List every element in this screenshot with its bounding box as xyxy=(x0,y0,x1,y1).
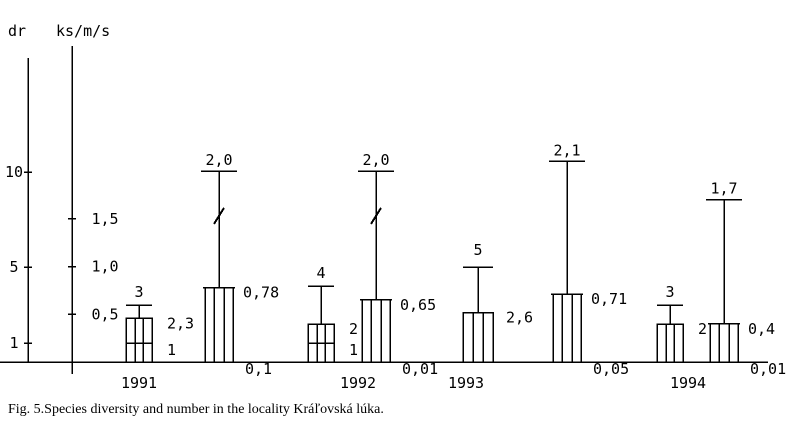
density-mean-label: 0,78 xyxy=(243,284,279,302)
diversity-mean-bar xyxy=(656,323,684,363)
density-mean-bar xyxy=(709,323,739,363)
left-axis-title: dr xyxy=(8,22,26,40)
figure-caption: Fig. 5.Species diversity and number in t… xyxy=(8,402,384,417)
year-label: 1992 xyxy=(340,374,376,392)
right-axis-title: ks/m/s xyxy=(56,22,110,40)
year-label: 1993 xyxy=(448,374,484,392)
density-min-label: 0,1 xyxy=(245,360,272,378)
density-max-label: 2,0 xyxy=(205,151,232,169)
right-tick-label: 0,5 xyxy=(91,305,118,323)
diversity-mean-label: 2,6 xyxy=(506,309,533,327)
density-mean-label: 0,65 xyxy=(400,296,436,314)
year-label: 1994 xyxy=(670,374,706,392)
density-mean-label: 0,71 xyxy=(591,290,627,308)
density-mean-bar xyxy=(361,299,391,363)
chart-canvas: dr ks/m/s 1 5 10 0,5 1,0 1,5 3 2,3 1 2,0 0,78 0,1 4 2 1 2… xyxy=(0,22,786,392)
right-tick-label: 1,0 xyxy=(91,258,118,276)
density-mean-bar xyxy=(204,286,234,363)
left-tick-label: 5 xyxy=(9,258,18,276)
diversity-mean-label: 2 xyxy=(349,320,358,338)
density-max-label: 2,1 xyxy=(553,141,580,159)
labels-layer: dr ks/m/s 1 5 10 0,5 1,0 1,5 3 2,3 1 2,0 0,78 0,1 4 2 1 2… xyxy=(5,22,786,392)
marks-layer xyxy=(125,160,742,363)
left-tick-label: 10 xyxy=(5,163,23,181)
density-mean-label: 0,4 xyxy=(748,320,775,338)
axis-break-mark xyxy=(213,207,225,225)
density-mean-bar xyxy=(552,293,582,363)
density-max-label: 2,0 xyxy=(362,151,389,169)
right-tick-label: 1,5 xyxy=(91,210,118,228)
diversity-mean-label: 2 xyxy=(698,320,707,338)
diversity-min-label: 1 xyxy=(167,341,176,359)
density-min-label: 0,01 xyxy=(402,360,438,378)
diversity-mean-bar xyxy=(125,317,153,363)
diversity-max-label: 5 xyxy=(473,241,482,259)
density-min-label: 0,05 xyxy=(593,360,629,378)
density-max-label: 1,7 xyxy=(710,180,737,198)
axis-break-mark xyxy=(370,207,382,225)
left-tick-label: 1 xyxy=(9,334,18,352)
diversity-mean-bar xyxy=(462,311,494,363)
diversity-min-label: 1 xyxy=(349,341,358,359)
density-min-label: 0,01 xyxy=(750,360,786,378)
diversity-mean-label: 2,3 xyxy=(167,314,194,332)
diversity-max-label: 3 xyxy=(134,283,143,301)
diversity-max-label: 4 xyxy=(316,264,325,282)
year-label: 1991 xyxy=(121,374,157,392)
diversity-max-label: 3 xyxy=(665,283,674,301)
